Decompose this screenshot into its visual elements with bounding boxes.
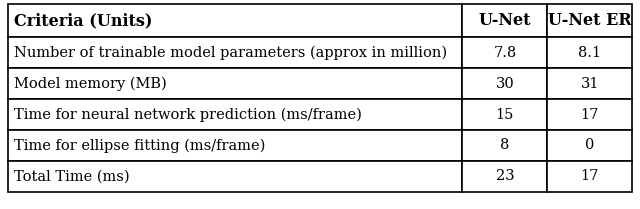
Text: 17: 17: [580, 169, 599, 183]
Bar: [547, 130, 632, 161]
Text: 8.1: 8.1: [579, 46, 602, 60]
Bar: [547, 4, 632, 37]
Text: Time for ellipse fitting (ms/frame): Time for ellipse fitting (ms/frame): [14, 138, 266, 153]
Text: Criteria (Units): Criteria (Units): [14, 12, 152, 29]
Bar: [547, 99, 632, 130]
Bar: [463, 4, 547, 37]
Bar: [463, 37, 547, 68]
Text: 0: 0: [585, 139, 595, 152]
Bar: [8, 68, 463, 99]
Bar: [8, 161, 463, 192]
Text: Time for neural network prediction (ms/frame): Time for neural network prediction (ms/f…: [14, 107, 362, 122]
Text: 7.8: 7.8: [493, 46, 516, 60]
Text: Total Time (ms): Total Time (ms): [14, 169, 130, 183]
Text: Model memory (MB): Model memory (MB): [14, 76, 167, 91]
Bar: [8, 130, 463, 161]
Bar: [463, 161, 547, 192]
Bar: [463, 68, 547, 99]
Bar: [547, 68, 632, 99]
Text: U-Net ER: U-Net ER: [548, 12, 632, 29]
Text: U-Net: U-Net: [479, 12, 531, 29]
Text: 23: 23: [495, 169, 514, 183]
Bar: [463, 130, 547, 161]
Text: 31: 31: [580, 77, 599, 90]
Text: 8: 8: [500, 139, 509, 152]
Text: 15: 15: [496, 108, 514, 121]
Bar: [8, 4, 463, 37]
Text: 30: 30: [495, 77, 515, 90]
Bar: [547, 37, 632, 68]
Bar: [8, 99, 463, 130]
Text: 17: 17: [580, 108, 599, 121]
Text: Number of trainable model parameters (approx in million): Number of trainable model parameters (ap…: [14, 46, 447, 60]
Bar: [463, 99, 547, 130]
Bar: [547, 161, 632, 192]
Bar: [8, 37, 463, 68]
